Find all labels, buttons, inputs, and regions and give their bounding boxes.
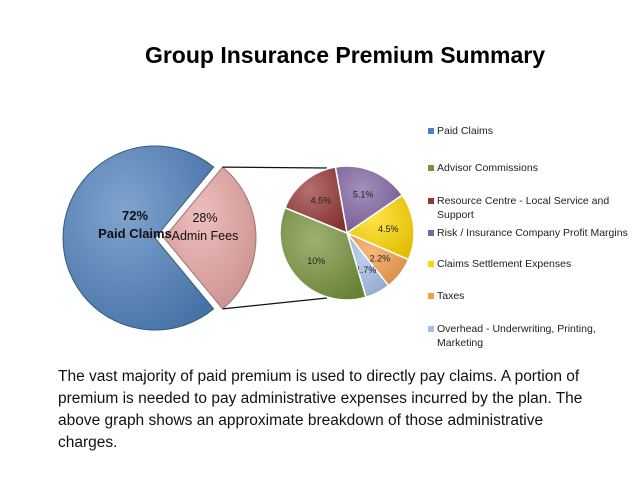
main-pie-name-label: Paid Claims (98, 226, 172, 241)
chart-title: Group Insurance Premium Summary (144, 42, 546, 68)
breakdown-slice-resource-centre-local-service-and-support (283, 166, 348, 235)
breakdown-data-label: 5.1% (353, 190, 374, 200)
description-text: The vast majority of paid premium is use… (58, 368, 583, 451)
legend-swatch (428, 326, 434, 332)
legend-item: Resource Centre - Local Service and Supp… (428, 194, 633, 222)
main-pie-name-label: Admin Fees (172, 229, 239, 243)
pie-chart-canvas: 72% Paid Claims 28% Admin Fees 5.1% 4.5% 2.2% 1… (62, 145, 415, 331)
legend-swatch (428, 230, 434, 236)
breakdown-data-label: 1.7% (356, 265, 377, 275)
legend-label: Advisor Commissions (437, 162, 538, 174)
legend-label: Overhead - Underwriting, Printing, Marke… (437, 323, 596, 349)
legend-label: Risk / Insurance Company Profit Margins (437, 227, 628, 239)
breakdown-data-label: 4.5% (378, 224, 399, 234)
breakdown-slice-claims-settlement-expenses (345, 194, 415, 261)
legend-label: Claims Settlement Expenses (437, 258, 572, 270)
legend-label: Taxes (437, 290, 465, 302)
main-pie-slice-paid-claims (62, 145, 215, 331)
legend-swatch (428, 165, 434, 171)
breakdown-slice-risk-insurance-company-profit-margins (334, 165, 404, 235)
main-pie-slice-admin-fees (163, 166, 257, 310)
legend-item: Taxes (428, 289, 633, 303)
connector-line-top (222, 166, 328, 169)
breakdown-data-label: 4.5% (311, 196, 332, 206)
legend-item: Risk / Insurance Company Profit Margins (428, 226, 633, 240)
legend-swatch (428, 128, 434, 134)
breakdown-data-label: 2.2% (370, 253, 391, 263)
breakdown-data-label: 10% (307, 256, 325, 266)
legend-label: Paid Claims (437, 125, 494, 137)
legend-label: Resource Centre - Local Service and Supp… (437, 195, 610, 221)
legend-item: Advisor Commissions (428, 161, 633, 175)
connector-line-bottom (222, 297, 328, 310)
main-pie-pct-label: 72% (122, 208, 148, 223)
breakdown-slice-advisor-commissions (279, 206, 367, 301)
main-pie-pct-label: 28% (192, 211, 217, 225)
legend-swatch (428, 198, 434, 204)
legend-item: Paid Claims (428, 124, 633, 138)
legend-swatch (428, 261, 434, 267)
legend-item: Claims Settlement Expenses (428, 257, 633, 271)
legend-item: Overhead - Underwriting, Printing, Marke… (428, 322, 633, 350)
legend-swatch (428, 293, 434, 299)
